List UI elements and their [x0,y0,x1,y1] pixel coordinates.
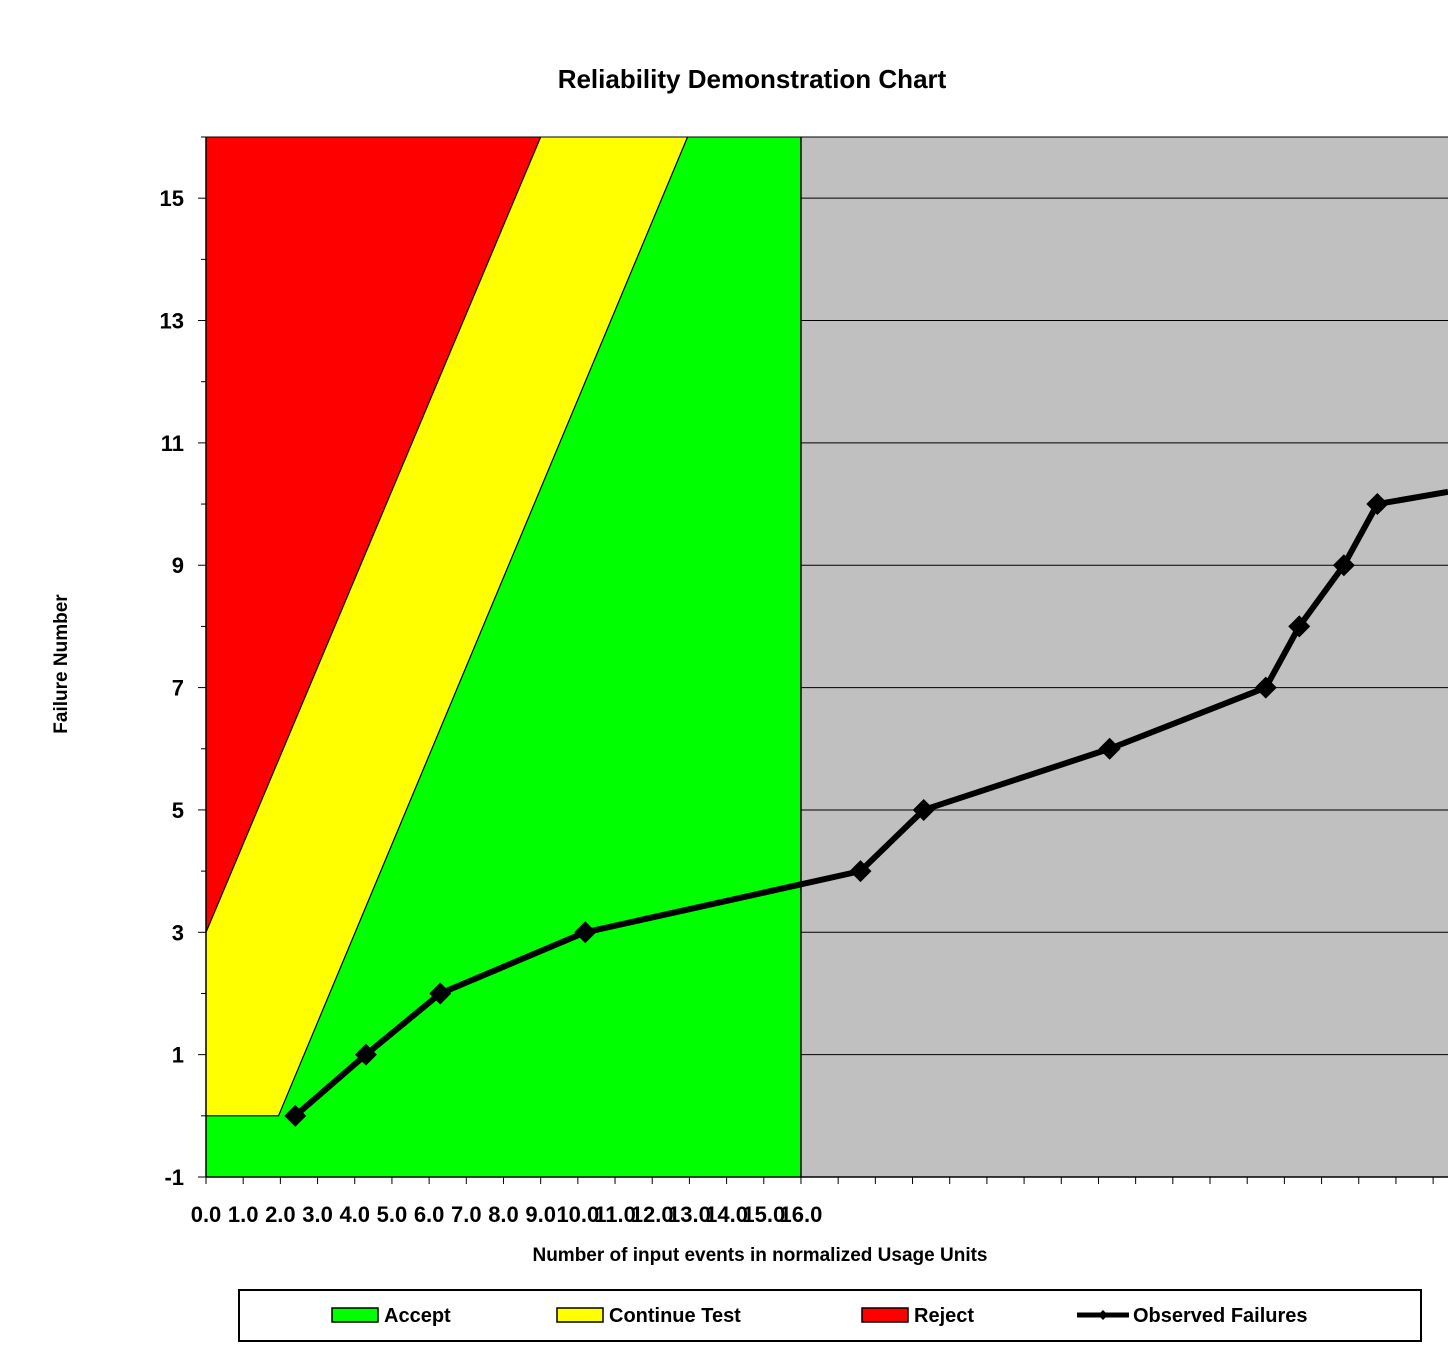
series-line-observed-failures [293,488,1448,1119]
x-tick-label: 1.0 [228,1202,259,1227]
y-tick-label: 3 [172,920,184,945]
reject-boundary-line [205,136,542,933]
continue-region [206,137,688,1116]
x-tick-label: 2.0 [265,1202,296,1227]
data-point-marker [1098,737,1121,760]
legend-label: Reject [914,1305,974,1327]
y-tick-label: 5 [172,798,184,823]
x-tick-label: 9.0 [525,1202,556,1227]
y-tick-label: -1 [164,1165,184,1190]
x-tick-label: 3.0 [302,1202,333,1227]
y-tick-label: 7 [172,676,184,701]
y-tick-label: 1 [172,1043,184,1068]
x-tick-label: 12.0 [631,1202,674,1227]
data-point-marker [1254,676,1277,699]
legend-marker-observed-failures [1098,1310,1108,1320]
legend-swatch-accept [331,1307,379,1323]
x-tick-label: 4.0 [339,1202,370,1227]
data-point-marker [1366,493,1389,516]
x-axis: 0.0 1.0 2.0 3.0 4.0 5.0 6.0 7.0 8.0 9.0 10.011.012… [191,1176,1448,1227]
y-tick-label: 9 [172,553,184,578]
data-point-marker [1288,615,1311,638]
observed-failures-series [284,488,1448,1127]
data-point-marker [1332,554,1355,577]
data-point-marker [574,921,597,944]
x-tick-label: 10.0 [556,1202,599,1227]
x-tick-label: 15.0 [742,1202,785,1227]
x-tick-label: 11.0 [594,1202,636,1227]
data-point-marker [849,860,872,883]
y-axis-label: Failure Number [51,594,72,734]
x-tick-label: 6.0 [414,1202,445,1227]
y-tick-label: 13 [160,309,184,334]
x-tick-label: 16.0 [780,1202,823,1227]
y-tick-label: 11 [161,431,184,456]
x-tick-label: 8.0 [488,1202,519,1227]
x-tick-label: 7.0 [451,1202,482,1227]
legend-swatch-continue-test [556,1307,604,1323]
data-point-marker [354,1043,377,1066]
continue-boundary-line [206,136,689,1117]
legend-label: Continue Test [609,1305,741,1327]
data-point-marker [912,798,935,821]
legend-frame [238,1289,1422,1342]
legend-label: Accept [384,1305,451,1327]
data-point-marker [284,1104,307,1127]
data-point-marker [429,982,452,1005]
legend-label: Observed Failures [1133,1305,1308,1327]
chart-title: Reliability Demonstration Chart [558,64,947,94]
x-tick-label: 14.0 [705,1202,748,1227]
y-tick-label: 15 [160,186,184,211]
x-tick-label: 5.0 [377,1202,408,1227]
legend: Accept Continue Test Reject Observed Failur… [238,1289,1422,1342]
x-tick-label: 13.0 [668,1202,711,1227]
legend-swatch-reject [861,1307,909,1323]
x-tick-label: 0.0 [191,1202,222,1227]
plot-area [205,136,1448,1177]
x-axis-label: Number of input events in normalized Usa… [532,1245,987,1266]
